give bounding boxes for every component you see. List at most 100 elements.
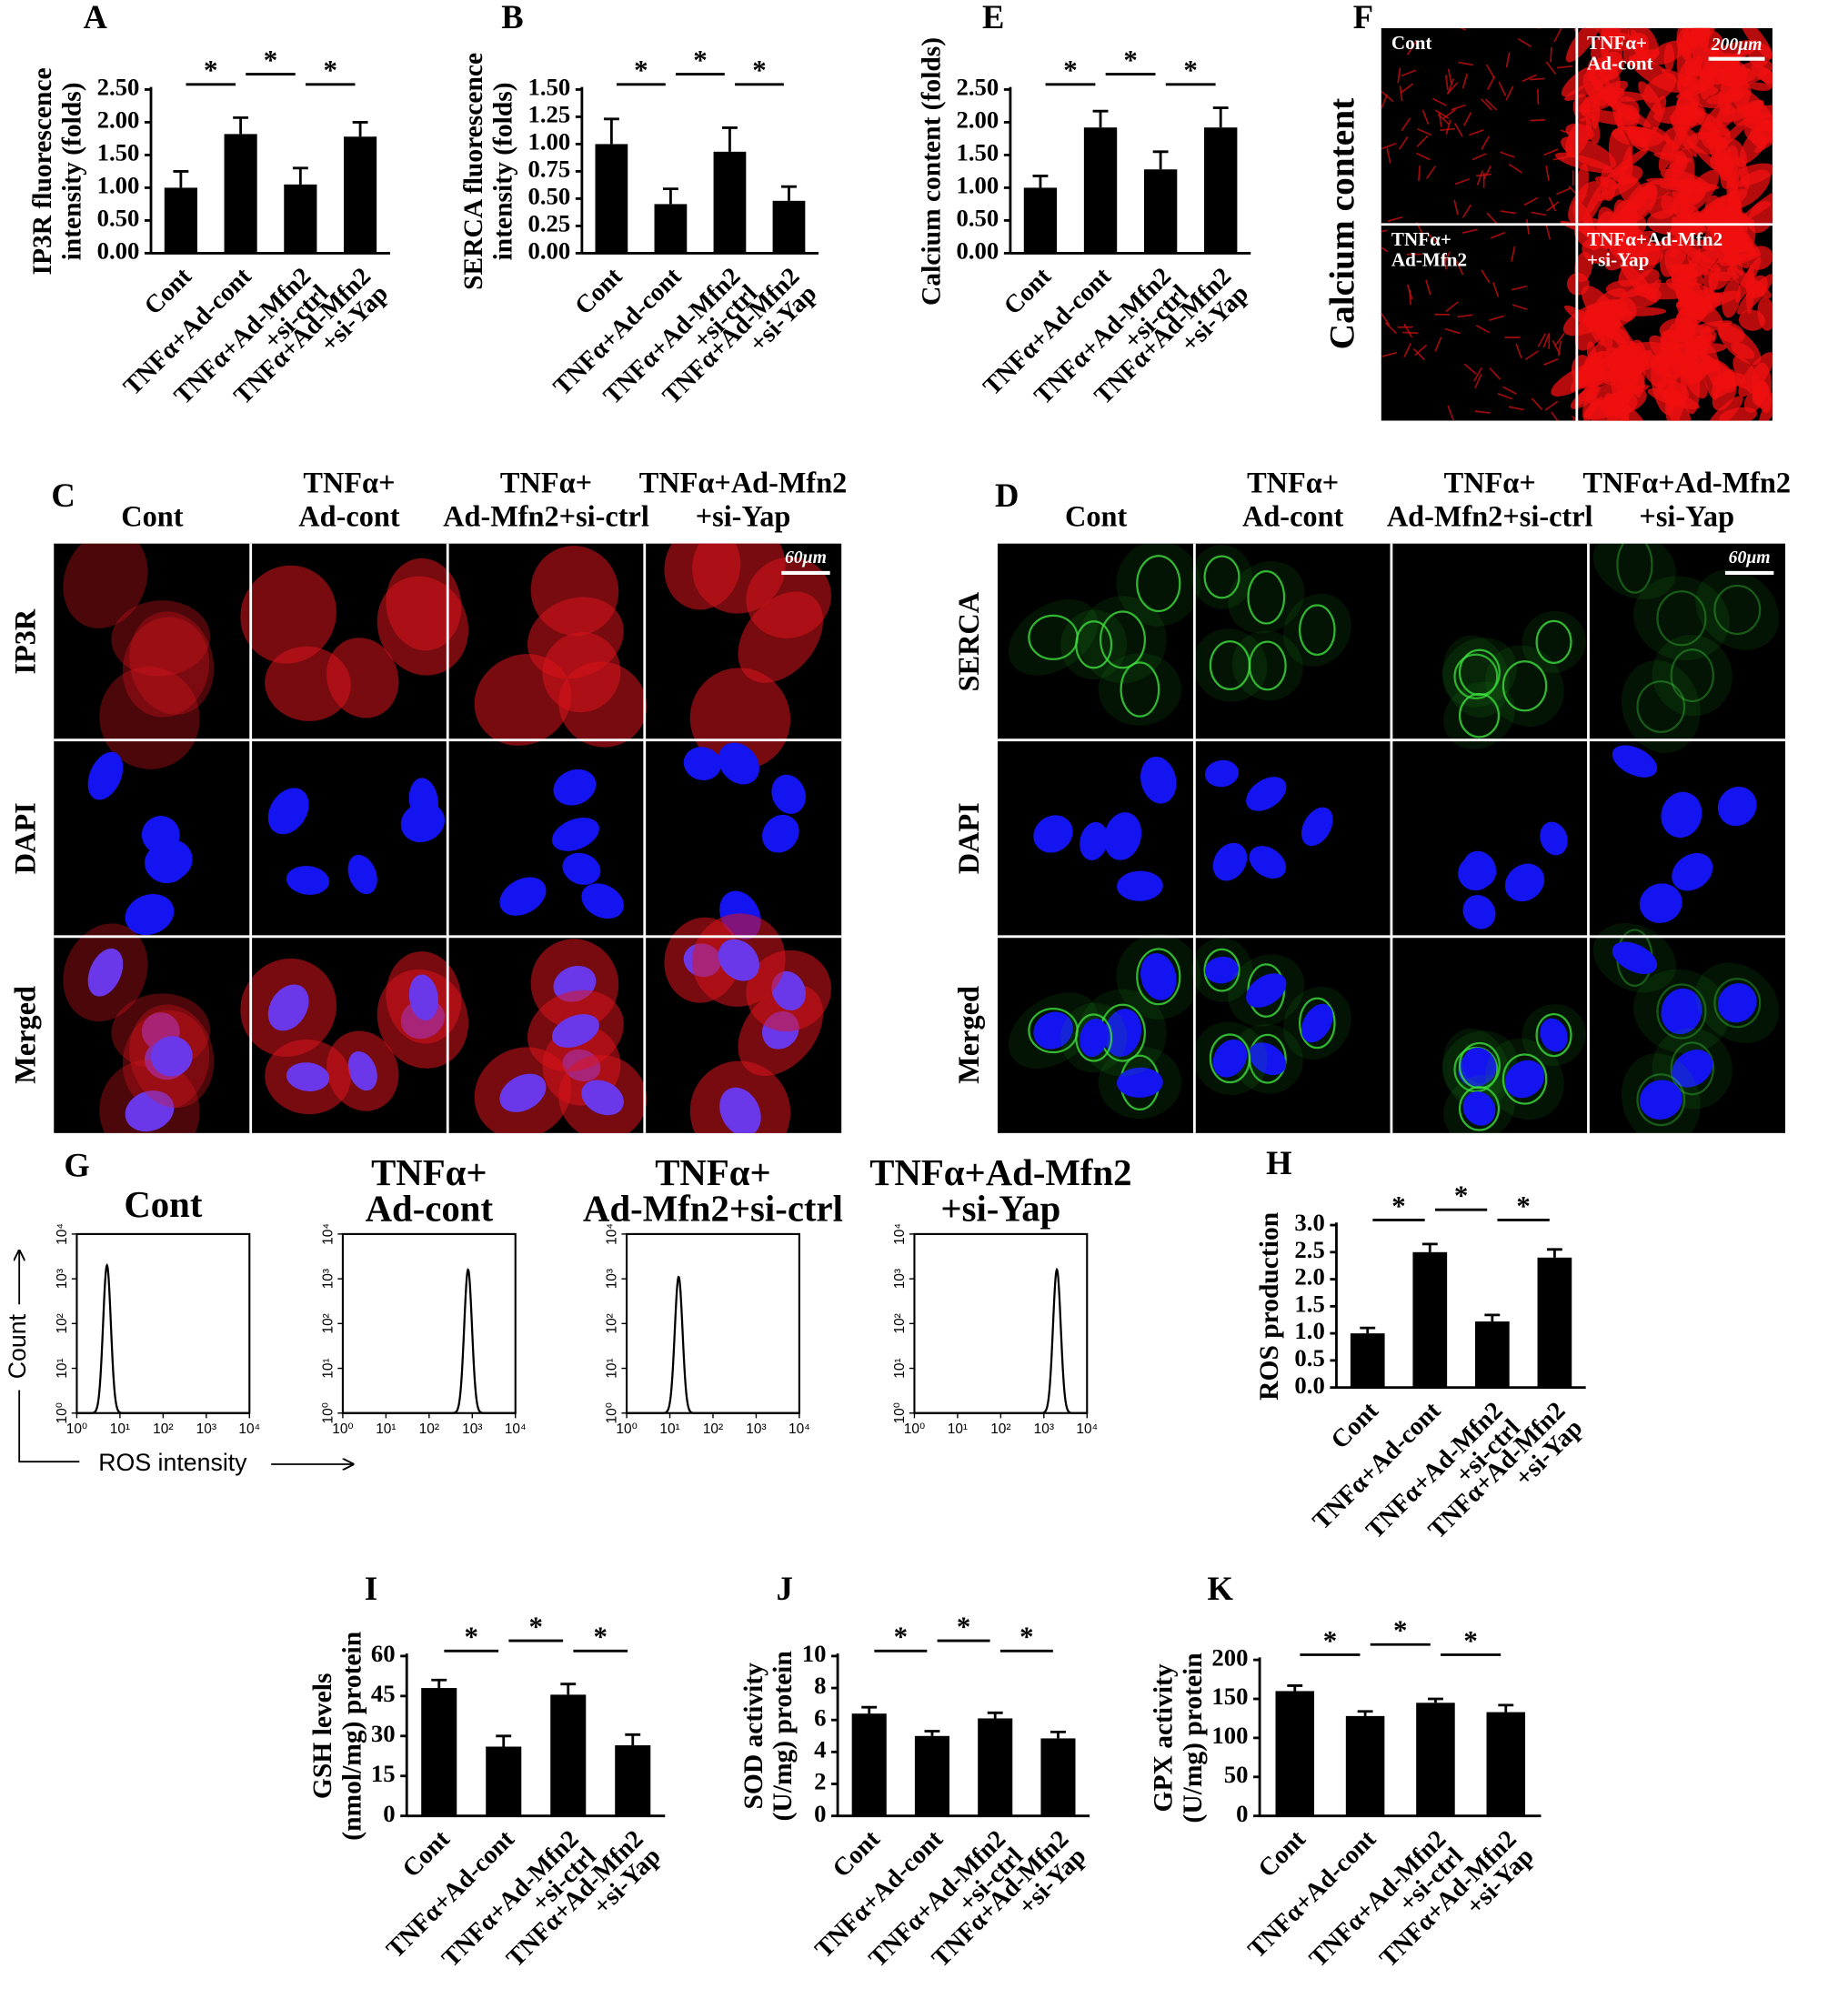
y-tick-label: 150 [1211, 1683, 1248, 1710]
nucleus [581, 1080, 624, 1116]
error-bar [987, 1711, 1003, 1719]
y-tick-label: 0 [814, 1800, 826, 1827]
calcium-strand [1498, 81, 1507, 96]
calcium-stain [1581, 109, 1637, 126]
calcium-stain [1738, 156, 1750, 190]
y-tick-label: 0.00 [957, 237, 999, 265]
calcium-strand [1426, 231, 1439, 245]
calcium-stain [1752, 381, 1769, 406]
calcium-strand [1401, 69, 1417, 77]
y-tick-label: 10 [802, 1640, 827, 1667]
bar [713, 151, 747, 254]
cell-stain [1695, 569, 1780, 650]
y-tick-label: 2.0 [1294, 1263, 1324, 1291]
significance-star: * [1393, 1614, 1407, 1646]
nucleus [1204, 759, 1240, 788]
nucleus [1301, 1003, 1333, 1043]
error-bar [496, 1734, 512, 1747]
cell-stain [1652, 634, 1732, 717]
panel-label: A [83, 0, 107, 35]
calcium-strand [1399, 85, 1403, 102]
bar [1023, 187, 1058, 254]
calcium-strand [1542, 333, 1551, 348]
significance-star: * [323, 54, 336, 85]
bar [1143, 169, 1178, 254]
calcium-strand [1461, 228, 1478, 234]
calcium-stain [1647, 387, 1700, 410]
panel-label: D [995, 477, 1019, 514]
y-tick-label: 0.0 [1294, 1371, 1324, 1399]
er-ring [1458, 692, 1501, 738]
cell-stain [1060, 609, 1128, 680]
y-tick-label: 30 [371, 1720, 396, 1747]
histogram-title: Ad-Mfn2+si-ctrl [583, 1188, 843, 1229]
y-tick-label: 3.0 [1294, 1209, 1324, 1236]
calcium-strand [1457, 314, 1473, 318]
error-bar [924, 1730, 940, 1736]
error-bar [1498, 1703, 1514, 1713]
calcium-strand [1442, 108, 1457, 119]
nucleus [499, 1073, 547, 1112]
x-tick-label: 10⁴ [238, 1421, 260, 1437]
calcium-stain [1743, 100, 1764, 116]
calcium-strand [1489, 367, 1502, 380]
calcium-stain [1659, 329, 1682, 386]
x-tick-label: 10³ [1034, 1421, 1054, 1437]
significance-star: * [1063, 54, 1077, 85]
nucleus [1540, 821, 1568, 856]
calcium-strand [1531, 397, 1543, 410]
cell-label: TNFα+ [1391, 228, 1451, 250]
error-bar [173, 170, 189, 188]
calcium-stain [1703, 268, 1713, 310]
nucleus [1462, 1047, 1497, 1084]
x-tick-label: Cont [397, 1824, 456, 1883]
calcium-stain [1708, 133, 1734, 176]
panel-label: K [1207, 1570, 1233, 1607]
er-ring [1298, 604, 1336, 657]
nucleus [562, 852, 601, 885]
nucleus [771, 774, 806, 814]
calcium-strand [1400, 83, 1414, 94]
y-tick-label: 0.50 [527, 183, 570, 210]
y-axis-label: Count [4, 1313, 31, 1379]
calcium-strand [1455, 260, 1464, 276]
nucleus [1249, 1042, 1287, 1076]
calcium-stain [1698, 65, 1756, 85]
y-tick-label: 10⁰ [321, 1402, 336, 1423]
er-ring [1203, 948, 1240, 992]
bar [595, 144, 628, 254]
y-tick-label: 10¹ [892, 1358, 908, 1378]
nucleus [1540, 1018, 1568, 1052]
error-bar [1287, 1684, 1303, 1692]
calcium-stain [1624, 182, 1658, 222]
y-tick-label: 60 [371, 1640, 396, 1667]
nucleus [1717, 786, 1757, 827]
nucleus [347, 1050, 377, 1091]
cell-stain [1441, 638, 1518, 708]
row-label: Merged [8, 986, 41, 1084]
cell-stain [1282, 593, 1351, 667]
histogram-curve [342, 1268, 516, 1414]
calcium-strand [1440, 127, 1456, 132]
y-tick-label: 10¹ [605, 1358, 620, 1378]
calcium-stain [1566, 27, 1602, 63]
nucleus [1212, 842, 1248, 881]
nucleus [1462, 895, 1496, 929]
y-tick-label: 10³ [605, 1269, 620, 1289]
error-bar [431, 1678, 447, 1689]
calcium-strand [1546, 201, 1560, 212]
nucleus [1103, 812, 1142, 860]
y-tick-label: 1.00 [957, 172, 999, 199]
y-tick-label: 1.0 [1294, 1317, 1324, 1344]
significance-star: * [1463, 1624, 1477, 1656]
calcium-strand [1571, 416, 1582, 421]
calcium-strand [1387, 216, 1403, 222]
x-tick-label: 10⁰ [332, 1421, 353, 1437]
er-ring [1502, 660, 1548, 712]
calcium-stain [1758, 382, 1773, 421]
calcium-strand [1529, 77, 1545, 81]
er-ring [1636, 680, 1686, 733]
nucleus [1249, 846, 1287, 879]
histogram-curve [627, 1275, 799, 1414]
calcium-strand [1481, 136, 1491, 150]
